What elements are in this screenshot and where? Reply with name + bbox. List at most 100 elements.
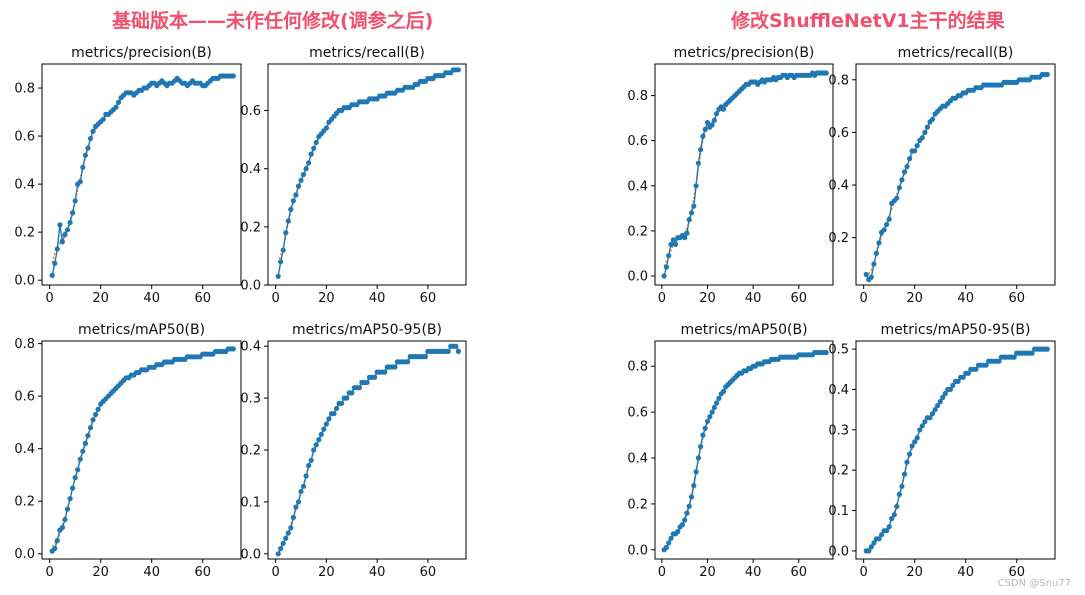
chart-title: metrics/mAP50-95(B) — [292, 322, 442, 338]
data-point — [306, 160, 312, 166]
data-point — [704, 418, 711, 424]
y-tick-label: 0.0 — [627, 269, 648, 284]
data-point — [932, 407, 938, 413]
data-point — [679, 522, 686, 528]
data-point — [688, 494, 695, 500]
data-point — [688, 210, 695, 216]
data-point — [290, 514, 296, 521]
data-point — [364, 379, 370, 386]
y-tick-label: 0.2 — [240, 220, 261, 235]
data-point — [326, 416, 332, 422]
data-point — [878, 532, 885, 538]
data-point — [886, 216, 892, 222]
data-point — [937, 399, 943, 405]
y-tick-label: 0.6 — [14, 130, 35, 145]
data-point — [300, 483, 307, 489]
data-point — [77, 456, 83, 462]
data-point — [275, 273, 281, 279]
x-tick-label: 20 — [318, 565, 335, 580]
data-point — [695, 160, 702, 166]
data-point — [293, 504, 299, 510]
data-point — [288, 206, 294, 212]
data-point — [445, 348, 451, 354]
x-tick-label: 0 — [46, 291, 54, 306]
chart-title: metrics/mAP50(B) — [680, 322, 807, 338]
y-tick-label: 0.6 — [14, 390, 35, 405]
data-point — [290, 198, 296, 204]
data-point — [80, 164, 86, 170]
data-point — [455, 348, 461, 354]
data-point — [901, 471, 908, 477]
y-tick-label: 0.0 — [14, 547, 35, 562]
y-tick-label: 0.2 — [14, 495, 35, 510]
x-tick-label: 60 — [420, 565, 437, 580]
y-tick-label: 0.0 — [627, 543, 648, 558]
data-point — [884, 221, 890, 228]
data-point — [716, 395, 722, 401]
y-tick-label: 0.5 — [828, 343, 849, 358]
x-tick-label: 60 — [790, 291, 807, 306]
x-tick-label: 40 — [957, 565, 974, 580]
y-tick-label: 0.3 — [240, 392, 261, 407]
y-tick-label: 0.8 — [627, 89, 648, 104]
data-point — [283, 535, 289, 541]
y-tick-label: 0.3 — [828, 423, 849, 438]
data-point — [901, 169, 908, 175]
data-point — [90, 417, 96, 423]
y-tick-label: 0.2 — [828, 464, 849, 479]
data-point — [100, 116, 106, 122]
data-point — [914, 143, 920, 149]
y-tick-label: 0.0 — [14, 274, 35, 289]
data-point — [303, 166, 309, 172]
data-point — [333, 405, 340, 412]
x-tick-label: 40 — [745, 565, 762, 580]
series-line — [865, 73, 1048, 281]
data-point — [280, 540, 286, 547]
data-point — [973, 366, 979, 372]
data-point — [405, 359, 411, 365]
plot-frame — [654, 63, 834, 286]
data-point — [700, 432, 706, 438]
x-tick-label: 0 — [271, 565, 279, 580]
x-tick-label: 40 — [369, 291, 386, 306]
y-tick-label: 0.4 — [627, 179, 648, 194]
plot-frame — [267, 340, 467, 560]
smooth-line — [51, 75, 234, 263]
y-tick-label: 0.0 — [240, 279, 261, 294]
x-tick-label: 60 — [194, 565, 211, 580]
data-point — [300, 171, 307, 178]
smooth-line — [663, 72, 827, 267]
data-point — [896, 491, 903, 497]
data-point — [349, 390, 355, 396]
data-point — [72, 198, 78, 204]
data-point — [691, 483, 697, 489]
data-point — [907, 156, 913, 162]
y-tick-label: 0.4 — [14, 442, 35, 457]
data-point — [709, 409, 715, 415]
data-point — [64, 227, 71, 233]
data-point — [57, 222, 63, 228]
data-point — [682, 235, 688, 241]
data-point — [912, 148, 918, 154]
y-tick-label: 0.4 — [14, 178, 35, 193]
data-point — [308, 151, 314, 157]
data-point — [344, 395, 350, 401]
data-point — [960, 374, 966, 380]
x-tick-label: 0 — [658, 291, 666, 306]
x-tick-label: 60 — [420, 291, 437, 306]
data-point — [711, 117, 717, 123]
data-point — [392, 364, 398, 370]
data-point — [49, 272, 55, 278]
chart-left-2: metrics/mAP50(B) 0 20 40 60 0.0 0.2 0.4 0.6 0.8 — [14, 322, 242, 580]
data-point — [693, 183, 699, 189]
data-point — [1011, 354, 1017, 360]
data-point — [311, 145, 317, 151]
chart-right-4: metrics/precision(B) 0 20 40 60 0.0 0.2 0.4 0.6 0… — [627, 45, 834, 306]
data-point — [75, 467, 81, 473]
x-tick-label: 20 — [92, 565, 109, 580]
data-point — [720, 106, 727, 112]
data-point — [306, 463, 312, 469]
data-point — [876, 240, 882, 246]
chart-right-5: metrics/recall(B) 0 20 40 60 0.2 0.4 0.6 0.8 — [828, 45, 1056, 306]
data-point — [942, 390, 948, 397]
